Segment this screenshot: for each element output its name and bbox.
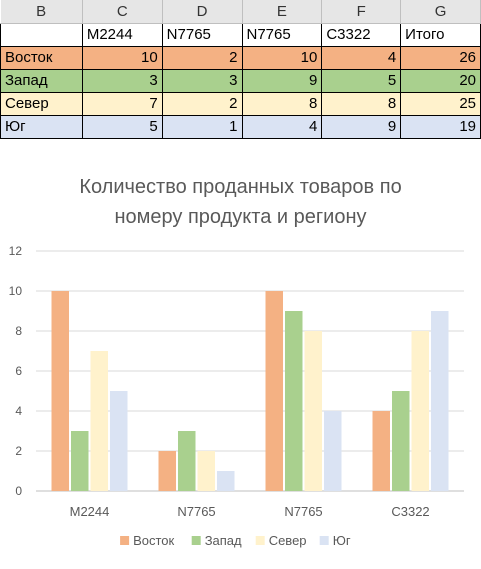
y-tick-label: 10 <box>9 284 23 298</box>
value-cell[interactable]: 2 <box>162 46 243 70</box>
legend-swatch <box>120 536 130 545</box>
column-header[interactable]: D <box>162 0 243 24</box>
legend-label: Юг <box>333 533 351 548</box>
column-header[interactable]: E <box>242 0 323 24</box>
bar <box>431 311 449 491</box>
y-tick-label: 0 <box>15 484 22 498</box>
table-row-east: Восток 10 2 10 4 26 <box>0 46 481 70</box>
value-cell[interactable]: 10 <box>82 46 163 70</box>
value-cell[interactable]: 4 <box>321 46 402 70</box>
column-header[interactable]: C <box>82 0 163 24</box>
bar <box>411 331 429 491</box>
x-tick-label: N7765 <box>177 504 215 519</box>
table-row-south: Юг 5 1 4 9 19 <box>0 115 481 139</box>
y-tick-label: 6 <box>15 364 22 378</box>
column-header[interactable]: F <box>321 0 402 24</box>
x-tick-label: C3322 <box>391 504 429 519</box>
data-table: B C D E F G M2244 N7765 N7765 C3322 Итог… <box>0 0 481 139</box>
value-cell[interactable]: 10 <box>242 46 323 70</box>
value-cell[interactable]: 5 <box>321 69 402 93</box>
bar <box>178 431 196 491</box>
y-tick-label: 2 <box>15 444 22 458</box>
legend-label: Запад <box>205 533 242 548</box>
bar <box>51 291 69 491</box>
value-cell[interactable]: 9 <box>242 69 323 93</box>
legend-label: Север <box>269 533 307 548</box>
x-tick-label: M2244 <box>70 504 110 519</box>
bar <box>265 291 283 491</box>
spreadsheet: B C D E F G M2244 N7765 N7765 C3322 Итог… <box>0 0 481 152</box>
bar-chart[interactable]: Количество проданных товаров по номеру п… <box>0 160 481 569</box>
bar <box>304 331 322 491</box>
bar <box>158 451 176 491</box>
bar <box>372 411 390 491</box>
chart-title: Количество проданных товаров по номеру п… <box>0 172 481 232</box>
value-cell[interactable]: 3 <box>162 69 243 93</box>
chart-title-line: Количество проданных товаров по <box>79 176 402 198</box>
total-header-cell[interactable]: Итого <box>400 22 481 47</box>
value-cell[interactable]: 1 <box>162 115 243 139</box>
region-cell[interactable]: Запад <box>0 69 83 93</box>
value-cell[interactable]: 5 <box>82 115 163 139</box>
bar <box>71 431 89 491</box>
cell[interactable] <box>0 22 83 47</box>
product-header-cell[interactable]: N7765 <box>242 22 323 47</box>
region-cell[interactable]: Восток <box>0 46 83 70</box>
legend-swatch <box>255 536 265 545</box>
legend-swatch <box>319 536 329 545</box>
value-cell[interactable]: 8 <box>321 92 402 116</box>
total-cell[interactable]: 26 <box>400 46 481 70</box>
bar <box>217 471 235 491</box>
value-cell[interactable]: 8 <box>242 92 323 116</box>
bar <box>392 391 410 491</box>
y-tick-label: 8 <box>15 324 22 338</box>
column-header[interactable]: G <box>400 0 481 24</box>
bar <box>285 311 303 491</box>
column-header-row: B C D E F G <box>0 0 481 24</box>
chart-title-line: номеру продукта и региону <box>114 206 367 228</box>
table-row-north: Север 7 2 8 8 25 <box>0 92 481 116</box>
total-cell[interactable]: 19 <box>400 115 481 139</box>
legend-label: Восток <box>133 533 174 548</box>
value-cell[interactable]: 9 <box>321 115 402 139</box>
y-tick-label: 12 <box>9 244 23 258</box>
x-tick-label: N7765 <box>284 504 322 519</box>
bar <box>197 451 215 491</box>
region-cell[interactable]: Север <box>0 92 83 116</box>
region-cell[interactable]: Юг <box>0 115 83 139</box>
product-header-cell[interactable]: C3322 <box>321 22 402 47</box>
value-cell[interactable]: 4 <box>242 115 323 139</box>
y-tick-label: 4 <box>15 404 22 418</box>
value-cell[interactable]: 7 <box>82 92 163 116</box>
total-cell[interactable]: 20 <box>400 69 481 93</box>
product-header-cell[interactable]: M2244 <box>82 22 163 47</box>
bar <box>324 411 342 491</box>
product-header-cell[interactable]: N7765 <box>162 22 243 47</box>
legend-swatch <box>191 536 201 545</box>
chart-plot-area: 0 2 4 6 8 10 12 M2244 N7765 N7765 C3322 Восток Запад… <box>9 244 464 548</box>
bar <box>90 351 108 491</box>
total-cell[interactable]: 25 <box>400 92 481 116</box>
product-header-row: M2244 N7765 N7765 C3322 Итого <box>0 22 481 47</box>
table-row-west: Запад 3 3 9 5 20 <box>0 69 481 93</box>
value-cell[interactable]: 2 <box>162 92 243 116</box>
column-header[interactable]: B <box>0 0 83 24</box>
value-cell[interactable]: 3 <box>82 69 163 93</box>
bar <box>110 391 128 491</box>
